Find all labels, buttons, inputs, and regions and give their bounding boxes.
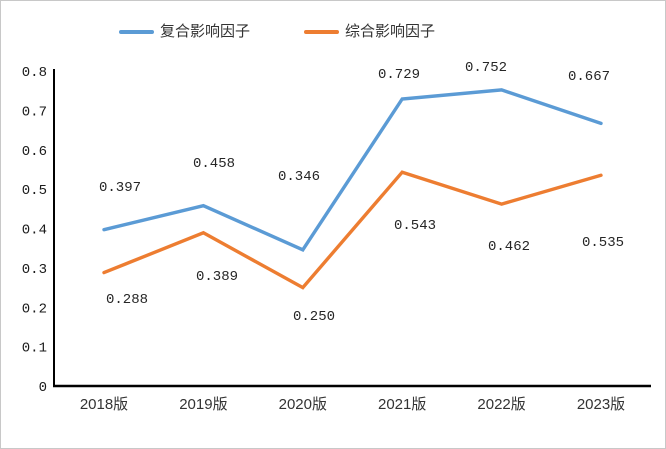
y-axis-tick-label: 0.2 <box>22 301 47 317</box>
data-point-label: 0.535 <box>582 235 624 251</box>
x-axis-category-label: 2023版 <box>577 396 625 413</box>
legend-label-composite: 复合影响因子 <box>160 23 251 40</box>
x-axis-category-label: 2019版 <box>179 396 227 413</box>
data-point-label: 0.397 <box>99 180 141 196</box>
data-point-label: 0.729 <box>378 67 420 83</box>
y-axis-tick-label: 0.8 <box>22 65 47 81</box>
legend-item-composite-impact-factor: 复合影响因子 <box>119 22 250 42</box>
data-point-label: 0.667 <box>568 69 610 85</box>
x-axis-category-label: 2021版 <box>378 396 426 413</box>
data-point-label: 0.389 <box>196 269 238 285</box>
y-axis-tick-label: 0.7 <box>22 104 47 120</box>
data-point-label: 0.288 <box>106 292 148 308</box>
x-axis-category-label: 2018版 <box>80 396 128 413</box>
y-axis-tick-label: 0.6 <box>22 144 47 160</box>
x-axis-category-label: 2022版 <box>477 396 525 413</box>
data-point-label: 0.346 <box>278 169 320 185</box>
series-line-1 <box>102 170 603 290</box>
y-axis-tick-label: 0 <box>39 380 47 396</box>
x-axis-category-label: 2020版 <box>279 396 327 413</box>
legend-item-comprehensive-impact-factor: 综合影响因子 <box>304 22 435 42</box>
y-axis-tick-label: 0.5 <box>22 183 47 199</box>
legend-label-comprehensive: 综合影响因子 <box>345 23 436 40</box>
data-point-label: 0.250 <box>293 309 335 325</box>
data-point-label: 0.462 <box>488 239 530 255</box>
legend-line-swatch-blue-icon <box>119 30 154 34</box>
series-line-0 <box>102 88 603 252</box>
data-point-label: 0.752 <box>465 60 507 76</box>
y-axis-tick-label: 0.3 <box>22 262 47 278</box>
legend-line-swatch-orange-icon <box>304 30 339 34</box>
y-axis-tick-label: 0.4 <box>22 223 47 239</box>
data-point-label: 0.458 <box>193 156 235 172</box>
y-axis-tick-label: 0.1 <box>22 341 47 357</box>
data-point-label: 0.543 <box>394 218 436 234</box>
